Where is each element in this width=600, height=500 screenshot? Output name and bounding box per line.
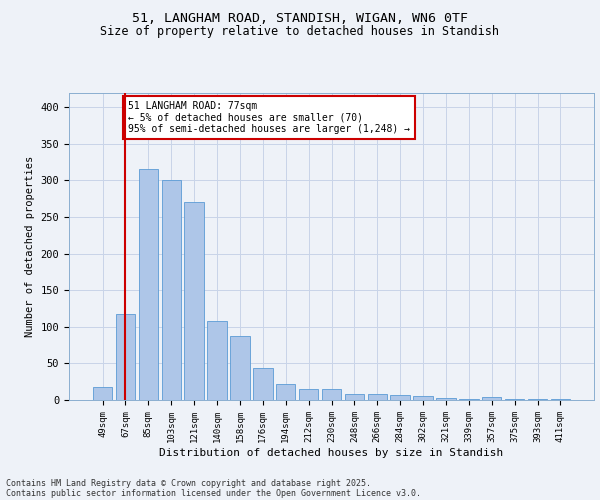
Bar <box>184 202 204 400</box>
Bar <box>161 180 181 400</box>
Bar <box>413 396 433 400</box>
Text: Size of property relative to detached houses in Standish: Size of property relative to detached ho… <box>101 25 499 38</box>
Bar <box>528 398 547 400</box>
Bar <box>116 314 135 400</box>
Bar <box>253 368 272 400</box>
Bar <box>482 397 502 400</box>
Bar <box>551 398 570 400</box>
X-axis label: Distribution of detached houses by size in Standish: Distribution of detached houses by size … <box>160 448 503 458</box>
Bar <box>459 398 479 400</box>
Text: Contains public sector information licensed under the Open Government Licence v3: Contains public sector information licen… <box>6 488 421 498</box>
Bar <box>208 321 227 400</box>
Bar <box>93 387 112 400</box>
Text: 51 LANGHAM ROAD: 77sqm
← 5% of detached houses are smaller (70)
95% of semi-deta: 51 LANGHAM ROAD: 77sqm ← 5% of detached … <box>128 102 410 134</box>
Bar <box>322 389 341 400</box>
Bar <box>276 384 295 400</box>
Bar <box>436 398 455 400</box>
Bar <box>139 170 158 400</box>
Text: 51, LANGHAM ROAD, STANDISH, WIGAN, WN6 0TF: 51, LANGHAM ROAD, STANDISH, WIGAN, WN6 0… <box>132 12 468 26</box>
Text: Contains HM Land Registry data © Crown copyright and database right 2025.: Contains HM Land Registry data © Crown c… <box>6 478 371 488</box>
Bar <box>344 394 364 400</box>
Bar <box>505 398 524 400</box>
Y-axis label: Number of detached properties: Number of detached properties <box>25 156 35 337</box>
Bar <box>299 389 319 400</box>
Bar <box>368 394 387 400</box>
Bar <box>391 395 410 400</box>
Bar <box>230 336 250 400</box>
